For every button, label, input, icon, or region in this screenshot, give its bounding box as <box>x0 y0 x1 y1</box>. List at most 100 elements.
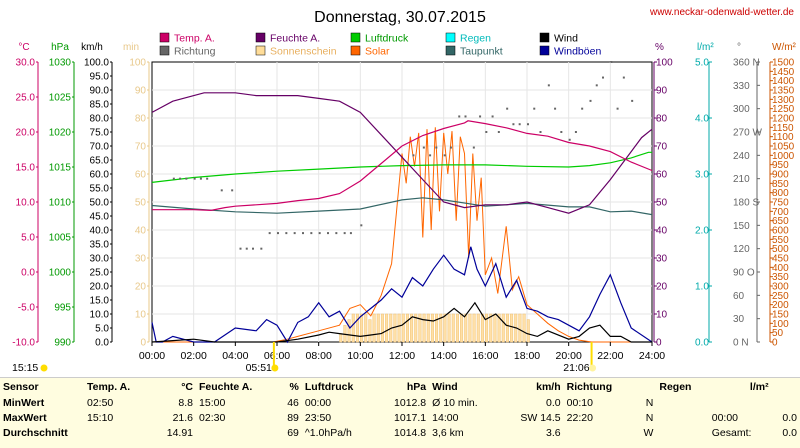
wind-tick-label: 75.0 <box>90 128 110 139</box>
wind-tick-label: 20.0 <box>90 282 110 293</box>
series-wind <box>151 301 652 343</box>
direction-dot <box>268 232 271 235</box>
solar-tick-label: 0 <box>772 338 778 349</box>
sun-tick-label: 30 <box>135 254 147 265</box>
solar-tick-label: 100 <box>772 319 789 330</box>
pressure-tick-label: 1010 <box>49 198 72 209</box>
right-axes: % 0 10 20 30 40 50 60 70 80 90 100 l/m² 0.0 1.0 2.0 3.0 4… <box>653 42 797 349</box>
cell <box>656 410 708 425</box>
time-tick-label: 06:00 <box>264 350 290 362</box>
time-tick-label: 14:00 <box>431 350 457 362</box>
solar-tick-label: 1250 <box>772 104 795 115</box>
sunshine-bar <box>426 313 430 343</box>
sun-tick-label: 90 <box>135 86 147 97</box>
solar-tick-label: 300 <box>772 282 789 293</box>
humidity-tick-label: 90 <box>656 86 668 97</box>
solar-tick-label: 850 <box>772 179 789 190</box>
direction-dot <box>199 177 202 180</box>
series-solar <box>152 127 652 343</box>
cell: 15:10 <box>87 411 114 424</box>
solar-tick-label: 350 <box>772 272 789 283</box>
time-now-label: 15:15 <box>12 362 38 374</box>
cell: 00:00 <box>304 396 332 409</box>
direction-dot <box>449 146 452 149</box>
sunshine-bar <box>485 313 489 343</box>
sunshine-bar <box>455 313 459 343</box>
sunshine-bar <box>464 313 468 343</box>
solar-tick-label: 1500 <box>772 58 795 69</box>
direction-dot <box>568 138 571 141</box>
legend-swatch <box>255 32 266 43</box>
humidity-tick-label: 20 <box>656 282 668 293</box>
time-tick-label: 04:00 <box>222 350 248 362</box>
sunset-sun-icon <box>589 364 597 372</box>
cell: 46 <box>287 396 299 409</box>
sun-tick-label: 60 <box>135 170 147 181</box>
sunshine-bar <box>410 313 414 343</box>
cell: 02:50 <box>87 396 114 409</box>
direction-dot <box>497 131 500 133</box>
humidity-tick-label: 0 <box>656 338 662 349</box>
temp-tick-label: 30.0 <box>16 58 36 69</box>
sunshine-bar <box>526 319 530 343</box>
series-feuchte-a- <box>151 92 653 214</box>
direction-tick-label: 300 <box>733 104 750 115</box>
direction-dot <box>172 177 175 180</box>
hdr-temp: Temp. A. <box>87 380 131 393</box>
humidity-tick-label: 100 <box>656 58 673 69</box>
wind-tick-label: 55.0 <box>90 184 110 195</box>
sun-axis-unit: min <box>123 42 139 53</box>
sunshine-bar <box>347 319 351 343</box>
direction-dot <box>179 177 182 180</box>
direction-dot <box>506 107 509 110</box>
rain-tick-label: 2.0 <box>695 226 709 237</box>
solar-tick-label: 650 <box>772 216 789 227</box>
direction-dot <box>581 107 584 110</box>
hdr-wind-unit: km/h <box>536 380 561 393</box>
row-label: Durchschnitt <box>3 426 68 439</box>
cell: 69 <box>287 426 299 439</box>
sun-events: 15:15 05:51 21:06 <box>12 342 597 374</box>
solar-tick-label: 950 <box>772 160 789 171</box>
solar-tick-label: 1450 <box>772 67 795 78</box>
pressure-axis-unit: hPa <box>51 42 69 53</box>
summary-header-row: Sensor Temp. A. °C Feuchte A. % Luftdruc… <box>0 378 800 395</box>
sunshine-bar <box>355 313 359 343</box>
legend-label: Wind <box>554 33 578 45</box>
direction-dot <box>527 123 529 126</box>
cell: 14.91 <box>166 426 194 439</box>
temp-tick-label: 15.0 <box>16 163 36 174</box>
solar-tick-label: 800 <box>772 188 789 199</box>
legend-label: Solar <box>365 46 390 58</box>
pressure-tick-label: 1015 <box>49 163 72 174</box>
wind-tick-label: 30.0 <box>90 254 110 265</box>
direction-dot <box>277 232 279 235</box>
cell <box>709 395 772 410</box>
direction-dot <box>239 247 242 250</box>
wind-tick-label: 5.0 <box>95 324 109 335</box>
pressure-tick-label: 1000 <box>49 268 72 279</box>
wind-tick-label: 45.0 <box>90 212 110 223</box>
temp-tick-label: -5.0 <box>18 303 36 314</box>
wind-tick-label: 85.0 <box>90 100 110 111</box>
cell <box>564 425 635 440</box>
direction-dot <box>472 146 475 149</box>
direction-dot <box>595 84 598 87</box>
pressure-tick-label: 1030 <box>49 58 72 69</box>
hdr-hum-unit: % <box>289 380 299 393</box>
direction-dot <box>616 107 619 110</box>
hdr-wind: Wind <box>432 380 458 393</box>
site-url: www.neckar-odenwald-wetter.de <box>649 7 794 18</box>
direction-dot <box>231 189 234 192</box>
wind-tick-label: 90.0 <box>90 86 110 97</box>
hdr-dir: Richtung <box>566 380 613 393</box>
rain-tick-label: 3.0 <box>695 170 709 181</box>
cell: 00:00 <box>711 411 739 424</box>
direction-axis-unit: ° <box>737 42 741 53</box>
time-tick-label: 16:00 <box>472 350 498 362</box>
direction-dot <box>485 131 488 133</box>
hdr-press: Luftdruck <box>304 380 354 393</box>
sunshine-bar <box>510 313 514 343</box>
wind-tick-label: 25.0 <box>90 268 110 279</box>
cell: 0.0 <box>782 426 797 439</box>
